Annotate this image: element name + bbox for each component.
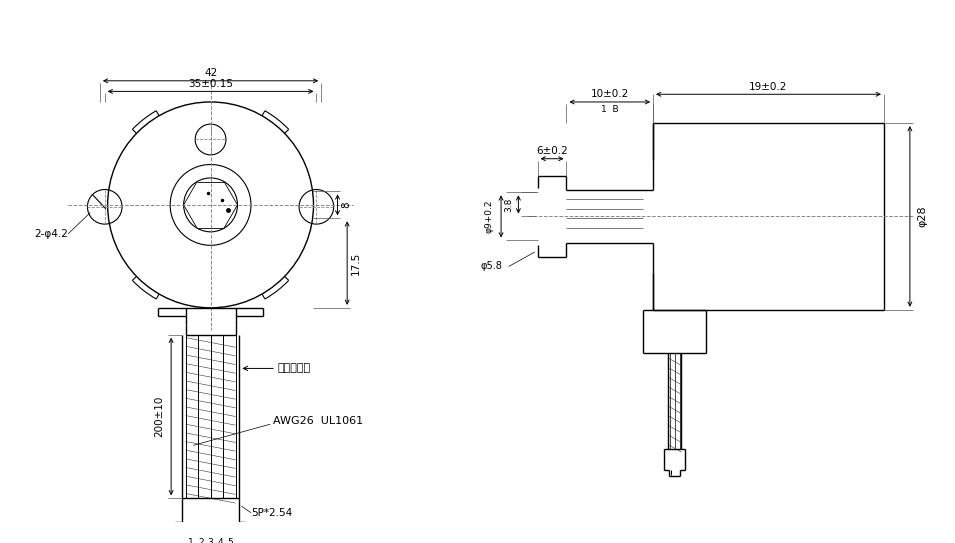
Text: 35±0.15: 35±0.15 bbox=[188, 79, 233, 89]
Text: 5P*2.54: 5P*2.54 bbox=[251, 508, 292, 517]
Text: 1: 1 bbox=[188, 538, 194, 543]
Text: 2: 2 bbox=[198, 538, 203, 543]
Text: 5: 5 bbox=[227, 538, 233, 543]
Text: 2-φ4.2: 2-φ4.2 bbox=[34, 229, 68, 239]
Text: 200±10: 200±10 bbox=[155, 396, 164, 437]
Text: 8: 8 bbox=[341, 201, 351, 208]
Text: 1  B: 1 B bbox=[601, 105, 619, 114]
Text: AWG26  UL1061: AWG26 UL1061 bbox=[273, 416, 363, 426]
Text: 3: 3 bbox=[207, 538, 213, 543]
Text: 10±0.2: 10±0.2 bbox=[590, 89, 629, 99]
Text: 6±0.2: 6±0.2 bbox=[536, 146, 568, 156]
Text: 4: 4 bbox=[218, 538, 223, 543]
Text: 42: 42 bbox=[204, 68, 217, 78]
Text: 3.8: 3.8 bbox=[504, 197, 513, 212]
Text: φ9+0.2: φ9+0.2 bbox=[484, 200, 493, 233]
Text: φ5.8: φ5.8 bbox=[480, 262, 502, 272]
Text: 蓝橙红绿黄: 蓝橙红绿黄 bbox=[278, 363, 311, 374]
Text: φ28: φ28 bbox=[918, 206, 927, 228]
Text: 19±0.2: 19±0.2 bbox=[750, 81, 788, 92]
Text: 17.5: 17.5 bbox=[350, 251, 361, 275]
